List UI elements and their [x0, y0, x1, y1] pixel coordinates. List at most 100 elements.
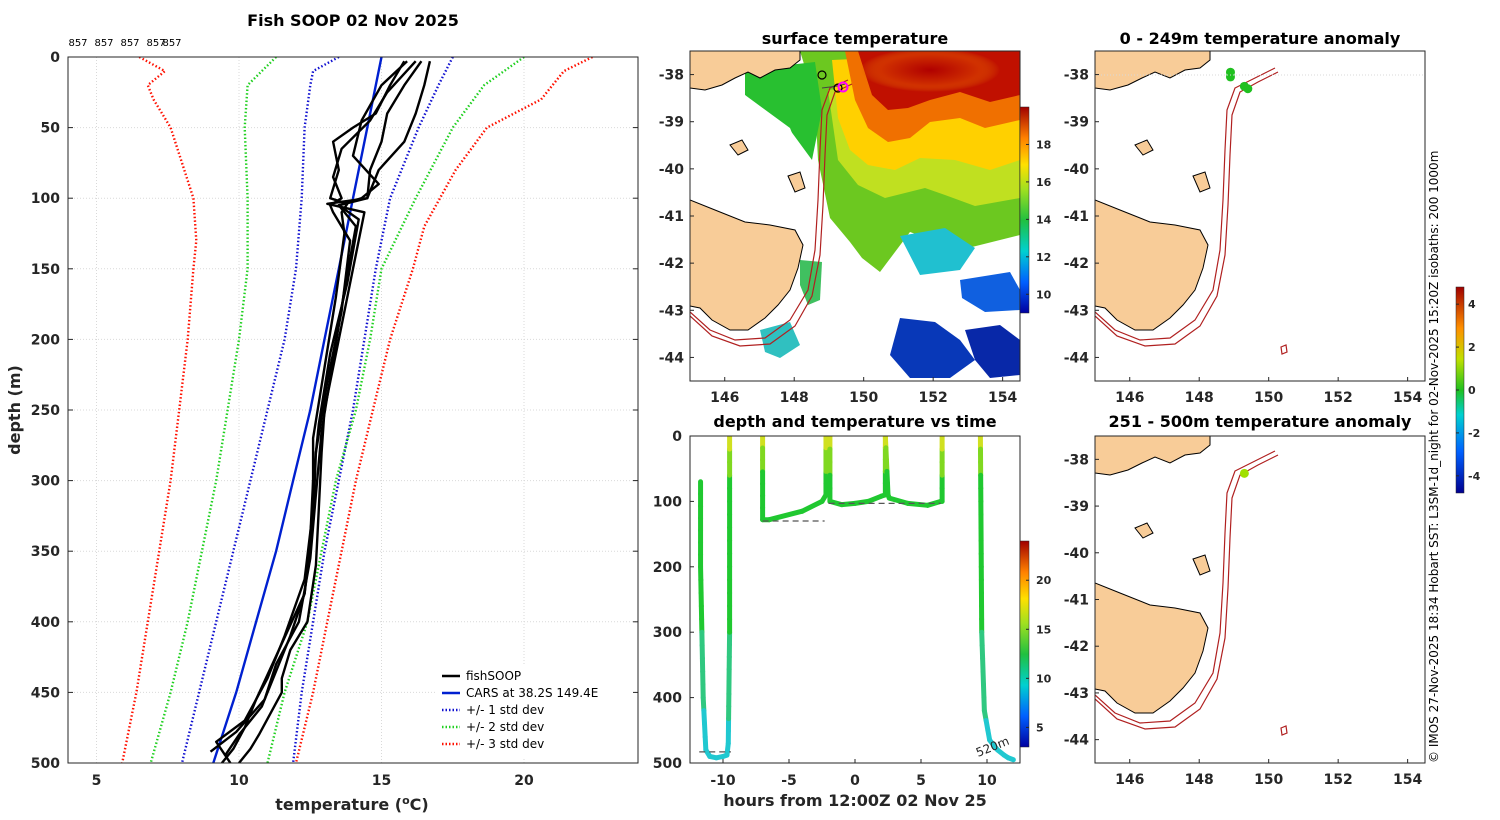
- y-tick-label: -39: [659, 115, 684, 131]
- series-line--3-std-dev: [121, 57, 198, 763]
- tasmania: [1095, 199, 1209, 331]
- top-label: 857: [162, 38, 181, 49]
- colorbar-tick-label: 12: [1036, 251, 1051, 264]
- flinders-island: [787, 171, 806, 193]
- anomaly-colorbar-ticks: -4 -2 0 2 4: [1456, 298, 1481, 483]
- x-tick-label: 146: [710, 390, 739, 406]
- king-island: [729, 139, 749, 156]
- timeline-plot-area: [690, 436, 1020, 763]
- profile-title: Fish SOOP 02 Nov 2025: [247, 11, 459, 30]
- track-segment: [1005, 755, 1016, 763]
- colorbar-tick-label: 10: [1036, 288, 1052, 301]
- timeline-xlabel: hours from 12:00Z 02 Nov 25: [723, 791, 986, 810]
- y-tick-label: -39: [1064, 499, 1089, 515]
- x-tick-label: -5: [781, 773, 797, 789]
- cast-marker: [833, 83, 843, 93]
- series-line-fishsoop-cast-2: [223, 60, 432, 757]
- legend-box: [437, 666, 633, 758]
- seamount-contour: [1280, 344, 1288, 355]
- colorbar-tick-label: 4: [1468, 298, 1476, 311]
- anomaly-point: [1225, 72, 1235, 82]
- y-tick-label: -38: [1064, 452, 1089, 468]
- anomaly-shallow-points: [1225, 67, 1253, 94]
- y-tick-label: 350: [31, 544, 60, 560]
- xlabel-text: temperature (: [275, 795, 402, 814]
- x-tick-label: 146: [1115, 772, 1144, 788]
- track-segment: [886, 495, 911, 506]
- sst-field-cyan: [900, 228, 975, 275]
- y-tick-label: -41: [1064, 209, 1089, 225]
- sst-field-deepblue-1: [890, 318, 975, 378]
- y-tick-label: -42: [659, 256, 684, 272]
- legend-label: CARS at 38.2S 149.4E: [466, 686, 598, 700]
- series-line--2-std-dev: [266, 57, 525, 763]
- series-line--1-std-dev: [291, 57, 454, 763]
- tasmania: [690, 199, 804, 331]
- profile-top-labels: 857 857 857 857 857: [68, 38, 181, 49]
- x-tick-label: 152: [919, 390, 948, 406]
- colorbar-tick-label: 16: [1036, 176, 1052, 189]
- isobath-1000m: [690, 83, 853, 347]
- y-tick-label: 500: [31, 756, 60, 772]
- anomaly-deep-points: [1239, 468, 1249, 478]
- anomaly-deep-title: 251 - 500m temperature anomaly: [1109, 412, 1412, 431]
- isobath-1000m: [1095, 454, 1279, 730]
- y-tick-label: 400: [653, 691, 682, 707]
- port-marker: [817, 70, 827, 80]
- colorbar-tick-label: 15: [1036, 623, 1051, 636]
- series-line-fishsoop-cast-5: [209, 60, 408, 753]
- timeline-panel: depth and temperature vs time -10 -5 0 5 100…: [653, 412, 1052, 810]
- profile-ylabel: depth (m): [5, 365, 24, 455]
- y-tick-label: 300: [653, 625, 682, 641]
- colorbar-tick-label: 0: [1468, 384, 1476, 397]
- colorbar-tick-label: 20: [1036, 574, 1052, 587]
- isobath-200m: [690, 79, 849, 341]
- track-segment: [799, 498, 825, 514]
- y-tick-label: -44: [659, 350, 685, 366]
- y-tick-label: 200: [31, 332, 60, 348]
- x-tick-label: 5: [92, 773, 102, 789]
- king-island: [1134, 522, 1154, 539]
- isobath-200m: [1095, 67, 1276, 341]
- x-tick-label: 150: [849, 390, 878, 406]
- y-tick-label: -42: [1064, 639, 1089, 655]
- sst-field-blue: [960, 272, 1020, 312]
- track-segment: [766, 508, 805, 523]
- x-tick-label: 148: [1185, 390, 1214, 406]
- isobath-1000m: [1095, 71, 1279, 347]
- x-tick-label: 148: [1185, 772, 1214, 788]
- current-position-marker: [837, 81, 849, 93]
- y-tick-label: -44: [1064, 733, 1090, 749]
- mainland-australia: [1095, 51, 1211, 91]
- profile-xlabel: temperature (oC): [275, 794, 428, 814]
- sst-field-south-cyan: [760, 322, 800, 358]
- mainland-australia: [1095, 436, 1211, 476]
- y-tick-label: -40: [1064, 162, 1090, 178]
- legend-label: fishSOOP: [466, 669, 521, 683]
- y-tick-label: 450: [31, 685, 60, 701]
- y-tick-label: -40: [1064, 546, 1090, 562]
- xlabel-unit: C): [410, 795, 429, 814]
- x-tick-label: 154: [1393, 390, 1422, 406]
- y-tick-label: 250: [31, 403, 60, 419]
- y-tick-label: 150: [31, 262, 60, 278]
- sst-map-title: surface temperature: [762, 29, 949, 48]
- x-tick-label: 154: [1393, 772, 1422, 788]
- y-tick-label: -43: [1064, 303, 1089, 319]
- sst-map-ticks: 146 148 150 152 154 -38 -39 -40 -41 -42 -43 -44: [659, 68, 1018, 406]
- x-tick-label: 5: [916, 773, 926, 789]
- top-label: 857: [68, 38, 87, 49]
- colorbar-tick-label: 5: [1036, 721, 1044, 734]
- x-tick-label: 15: [372, 773, 391, 789]
- x-tick-label: 146: [1115, 390, 1144, 406]
- x-tick-label: -10: [710, 773, 736, 789]
- side-credit-note: © IMOS 27-Nov-2025 18:34 Hobart SST: L3S…: [1427, 151, 1441, 763]
- x-tick-label: 20: [514, 773, 534, 789]
- colorbar-tick-label: -4: [1468, 470, 1481, 483]
- y-tick-label: 0: [50, 50, 60, 66]
- colorbar-tick-label: -2: [1468, 427, 1480, 440]
- colorbar-tick-label: 2: [1468, 341, 1476, 354]
